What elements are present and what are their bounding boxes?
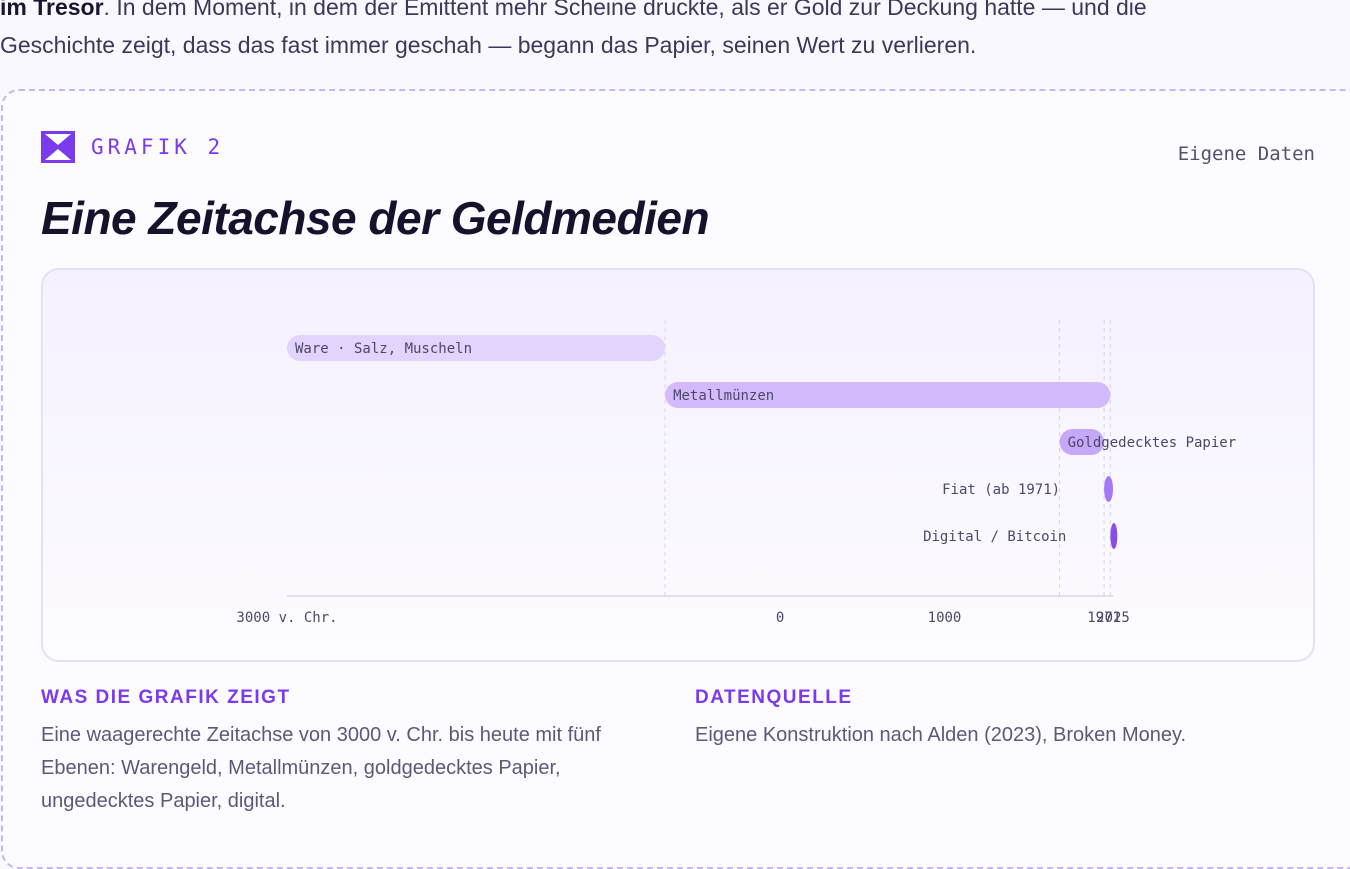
intro-paragraph: im Tresor. In dem Moment, in dem der Emi… xyxy=(0,0,1350,64)
figure-kicker: GRAFIK 2 xyxy=(41,131,224,163)
chart-panel: 3000 v. Chr. 0 1000 1971 2025 Ware · Salz, Mu… xyxy=(41,268,1315,662)
intro-line-2: Geschichte zeigt, dass das fast immer ge… xyxy=(0,32,977,58)
intro-line-1: im Tresor. In dem Moment, in dem der Emi… xyxy=(0,0,1350,26)
timeline-bar-label-2: Goldgedecktes Papier xyxy=(1068,435,1237,451)
timeline-bar-label-1: Metallmünzen xyxy=(673,388,774,404)
source-tag: Eigene Daten xyxy=(1177,143,1315,165)
data-source: DATENQUELLE Eigene Konstruktion nach Ald… xyxy=(695,687,1295,752)
x-tick-label-1: 0 xyxy=(776,610,784,626)
timeline-bar-label-0: Ware · Salz, Muscheln xyxy=(295,341,472,357)
chart-description: WAS DIE GRAFIK ZEIGT Eine waagerechte Ze… xyxy=(41,687,661,818)
x-logo-icon xyxy=(41,131,75,163)
timeline-bar-4 xyxy=(1110,523,1118,549)
intro-line-1-text: . In dem Moment, in dem der Emittent meh… xyxy=(103,0,1147,20)
timeline-bar-3 xyxy=(1104,476,1113,502)
timeline-bar-2 xyxy=(1059,429,1105,455)
x-tick-label-2: 1000 xyxy=(928,610,962,626)
data-source-heading: DATENQUELLE xyxy=(695,687,853,708)
description-text: Eine waagerechte Zeitachse von 3000 v. C… xyxy=(41,724,601,812)
timeline-bar-0 xyxy=(287,335,666,361)
chart-title: Eine Zeitachse der Geldmedien xyxy=(41,192,710,244)
timeline-bar-1 xyxy=(665,382,1111,408)
x-tick-label-4: 2025 xyxy=(1096,610,1130,626)
description-heading: WAS DIE GRAFIK ZEIGT xyxy=(41,687,291,708)
x-tick-label-0: 3000 v. Chr. xyxy=(236,610,337,626)
figure-card: GRAFIK 2 Eigene Daten Eine Zeitachse der… xyxy=(1,89,1350,869)
intro-emphasis: im Tresor xyxy=(0,0,104,20)
timeline-bar-label-4: Digital / Bitcoin xyxy=(923,529,1066,545)
figure-number: GRAFIK 2 xyxy=(91,135,225,159)
x-tick-label-3: 1971 xyxy=(1087,610,1121,626)
data-source-text: Eigene Konstruktion nach Alden (2023), B… xyxy=(695,724,1187,746)
timeline-bar-label-3: Fiat (ab 1971) xyxy=(942,482,1060,498)
